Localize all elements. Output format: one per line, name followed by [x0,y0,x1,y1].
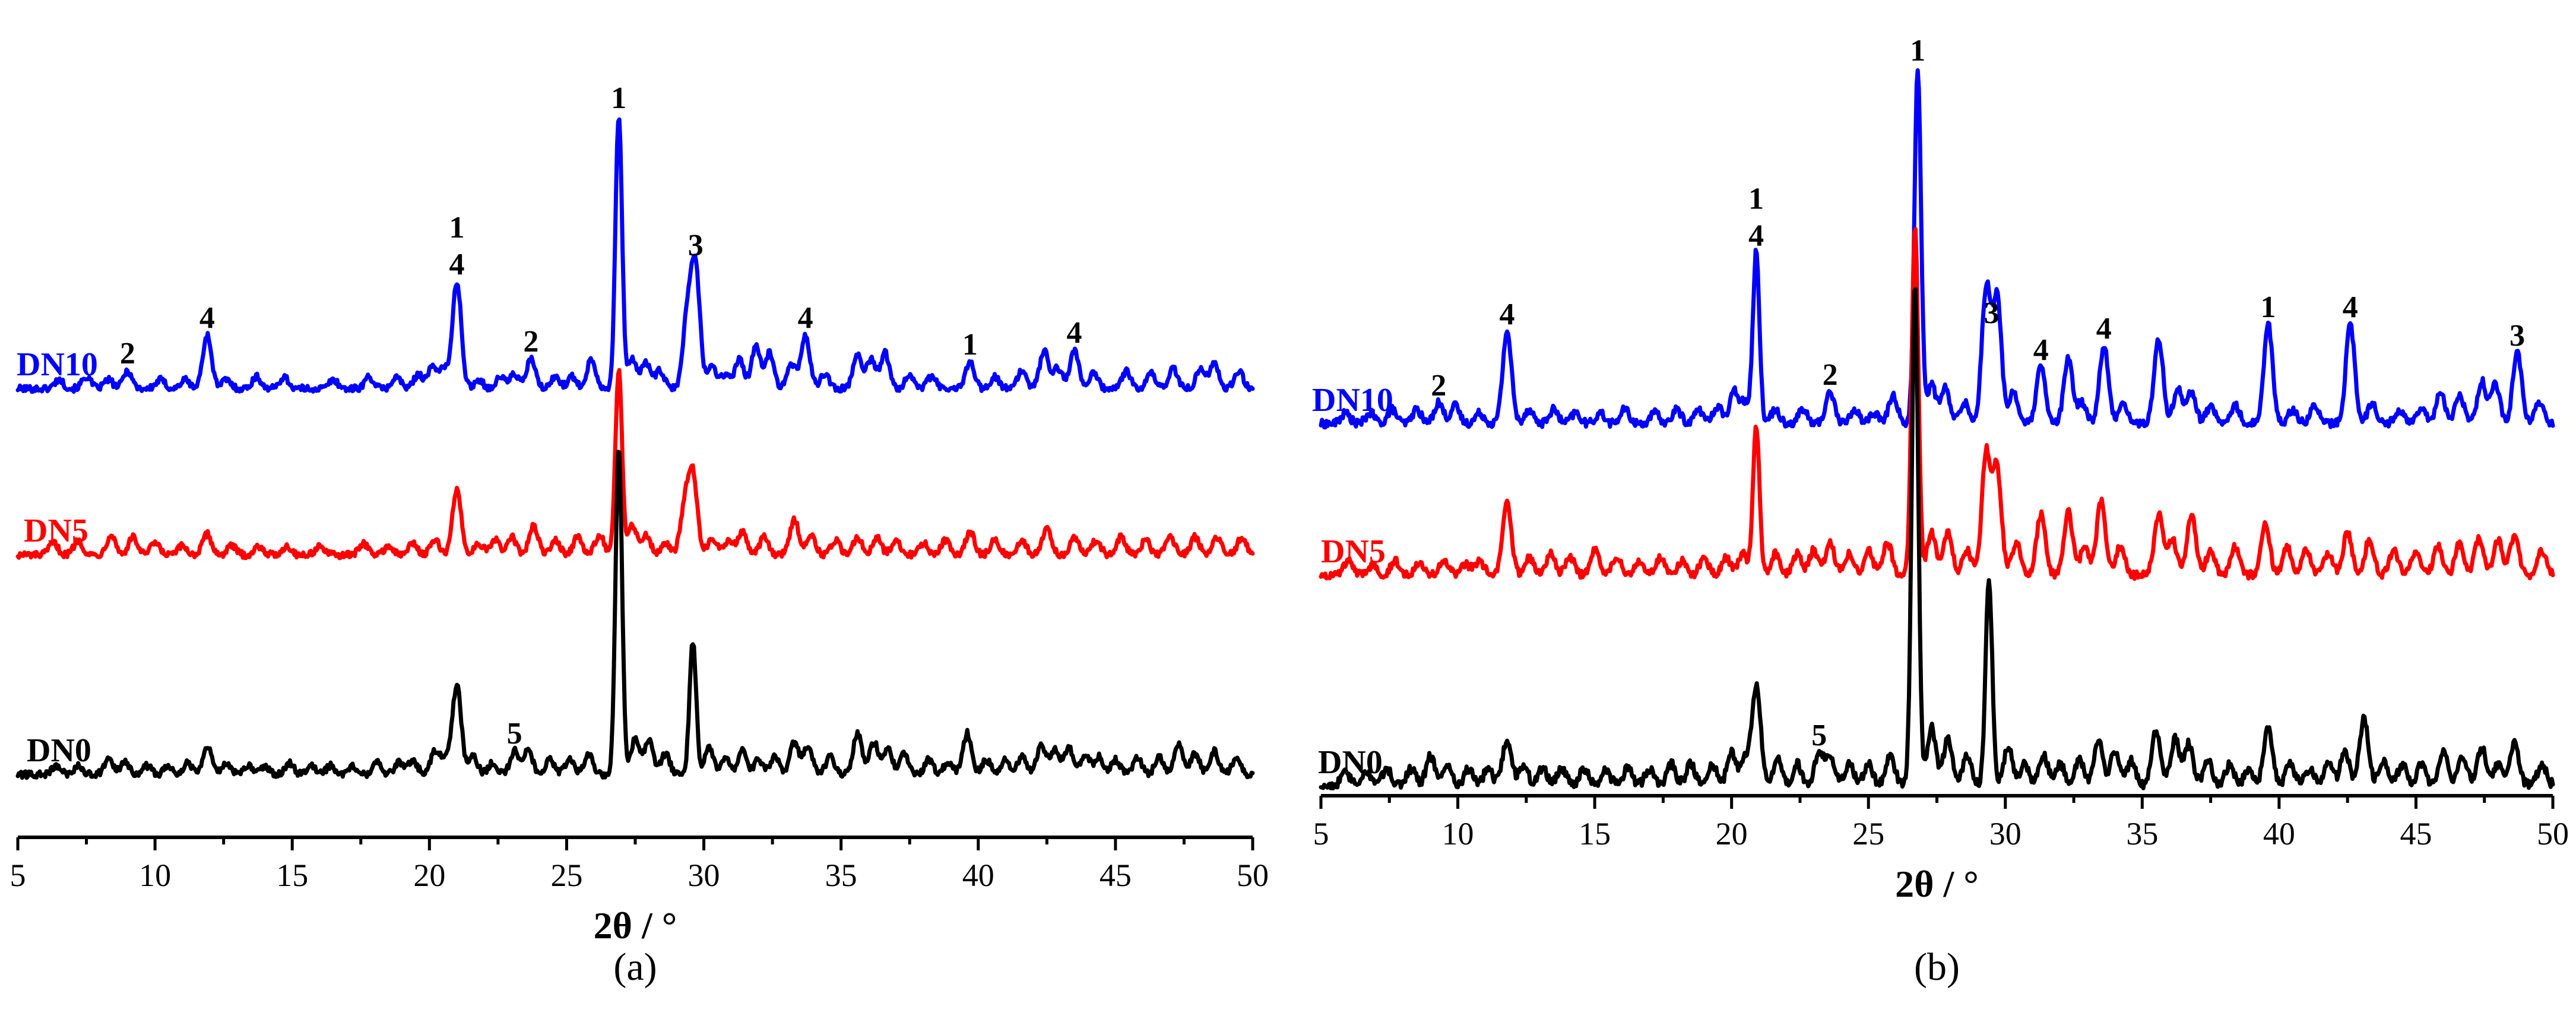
x-tick-label: 25 [1852,816,1884,852]
peak-label: 4 [199,301,215,335]
x-tick-label: 45 [1100,858,1132,893]
x-tick-label: 35 [825,858,857,893]
x-tick-label: 10 [1442,816,1474,852]
series-trace-dn10 [15,117,1255,394]
series-label-dn10: DN10 [1312,382,1393,419]
peak-label: 5 [1811,719,1827,752]
peak-label: 2 [120,337,135,371]
x-tick-label: 45 [2400,816,2432,852]
peak-label: 4 [1748,219,1764,252]
peak-label: 3 [1984,296,2000,330]
series-trace-dn5 [15,368,1255,561]
peak-label: 1 [962,328,978,362]
x-tick-label: 20 [413,858,445,893]
peak-label: 4 [2033,333,2049,367]
peak-label: 2 [1431,369,1446,403]
x-tick-label: 25 [550,858,582,893]
peak-label: 3 [2510,319,2525,353]
panel-label: (b) [1914,945,1960,989]
x-tick-label: 10 [139,858,171,893]
x-tick-label: 40 [962,858,994,893]
peak-label: 4 [798,301,813,335]
x-tick-label: 50 [1237,858,1269,893]
x-tick-label: 30 [1989,816,2021,852]
x-tick-label: 50 [2537,816,2569,852]
series-trace-dn10 [1319,68,2555,430]
x-tick-label: 20 [1716,816,1748,852]
x-axis-title: 2θ / ° [1895,863,1979,905]
peak-label: 2 [1823,358,1838,392]
x-tick-label: 15 [1579,816,1611,852]
series-label-dn0: DN0 [1318,744,1383,781]
x-tick-label: 15 [276,858,308,893]
peak-label: 2 [523,325,538,359]
series-label-dn0: DN0 [27,732,91,769]
series-trace-dn5 [1319,227,2555,581]
x-tick-label: 40 [2263,816,2295,852]
series-label-dn5: DN5 [24,512,88,549]
x-tick-label: 5 [1313,816,1329,852]
peak-label: 4 [449,248,465,281]
series-label-dn5: DN5 [1321,533,1386,570]
peak-label: 5 [507,717,522,751]
series-trace-dn0 [1319,287,2555,791]
series-label-dn10: DN10 [17,346,98,383]
x-tick-label: 35 [2126,816,2158,852]
peak-label: 4 [2096,312,2112,346]
peak-label: 4 [2343,290,2358,324]
peak-label: 4 [1500,298,1515,331]
x-axis-title: 2θ / ° [594,904,677,947]
peak-label: 1 [1910,34,1925,68]
peak-label: 3 [688,229,704,262]
peak-label: 1 [1748,182,1764,216]
panel-label: (a) [613,945,657,989]
peak-label: 1 [611,81,626,115]
x-tick-label: 5 [10,858,26,893]
peak-label: 1 [2260,290,2276,324]
series-trace-dn0 [15,450,1255,780]
peak-label: 4 [1067,316,1082,350]
peak-label: 1 [449,211,465,245]
x-tick-label: 30 [688,858,720,893]
